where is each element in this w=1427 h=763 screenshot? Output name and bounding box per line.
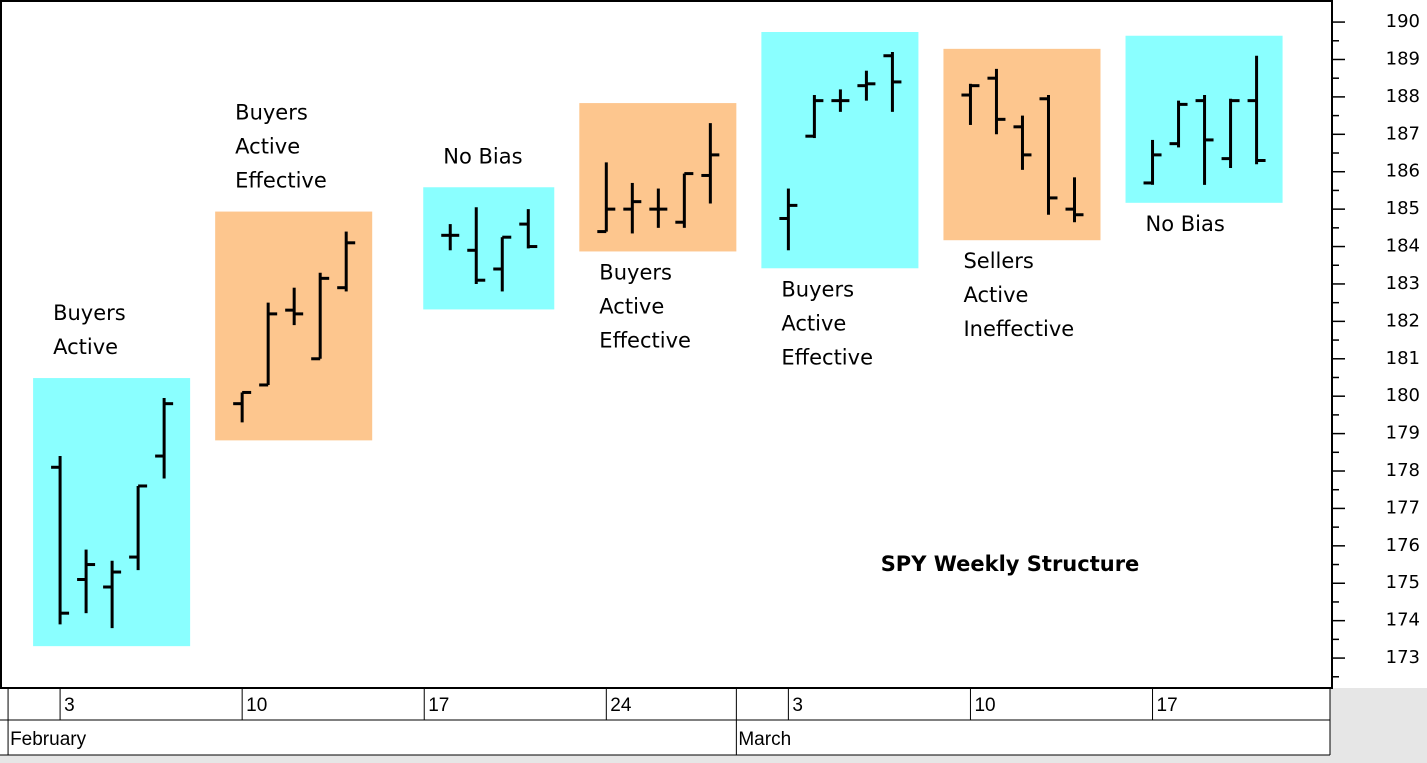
x-tick-label: 24 xyxy=(610,695,632,716)
y-tick-label: 188 xyxy=(1386,86,1420,107)
week-box xyxy=(423,187,555,310)
y-tick-label: 179 xyxy=(1386,423,1420,444)
y-tick-label: 183 xyxy=(1386,273,1420,294)
week-label: Active xyxy=(963,283,1028,307)
y-tick-label: 176 xyxy=(1386,535,1420,556)
y-tick-label: 185 xyxy=(1386,198,1420,219)
plot-layer: Buyers Active Buyers Active Effective No Bias… xyxy=(33,32,1283,647)
y-tick-label: 180 xyxy=(1386,385,1420,406)
week-label: No Bias xyxy=(443,144,522,168)
week-label: Effective xyxy=(235,169,327,193)
week-box xyxy=(761,32,919,269)
y-tick-label: 186 xyxy=(1386,161,1420,182)
y-tick-label: 178 xyxy=(1386,460,1420,481)
x-tick-label: 10 xyxy=(974,695,995,716)
week-label: Effective xyxy=(781,345,873,369)
y-tick-label: 184 xyxy=(1386,236,1420,257)
week-label: Active xyxy=(235,135,300,159)
corner xyxy=(1330,688,1427,763)
y-tick-label: 174 xyxy=(1386,610,1420,631)
y-tick-label: 173 xyxy=(1386,647,1420,668)
y-tick-label: 182 xyxy=(1386,310,1420,331)
y-tick-label: 189 xyxy=(1386,48,1420,69)
y-tick-label: 177 xyxy=(1386,497,1420,518)
month-label: March xyxy=(738,729,791,750)
week-box xyxy=(215,211,373,441)
week-label: Ineffective xyxy=(963,317,1074,341)
x-tick-label: 10 xyxy=(246,695,267,716)
x-tick-label: 3 xyxy=(64,695,75,716)
y-tick-label: 187 xyxy=(1386,123,1420,144)
week-label: Buyers xyxy=(235,101,308,125)
y-tick-label: 190 xyxy=(1386,11,1420,32)
week-label: Buyers xyxy=(53,301,126,325)
week-label: No Bias xyxy=(1146,212,1225,236)
bottom-strip xyxy=(0,755,1427,763)
week-label: Active xyxy=(599,294,664,318)
month-label: February xyxy=(10,729,87,750)
week-box xyxy=(579,103,737,252)
x-tick-label: 17 xyxy=(428,695,449,716)
y-tick-label: 175 xyxy=(1386,572,1420,593)
plot-frame xyxy=(0,0,1333,689)
week-label: Sellers xyxy=(963,249,1033,273)
week-label: Effective xyxy=(599,328,691,352)
bars xyxy=(51,52,1266,629)
week-label: Active xyxy=(53,335,118,359)
week-label: Active xyxy=(781,311,846,335)
week-label: Buyers xyxy=(781,277,854,301)
chart-title: SPY Weekly Structure xyxy=(881,552,1140,576)
x-tick-label: 17 xyxy=(1157,695,1178,716)
week-label: Buyers xyxy=(599,260,672,284)
y-tick-label: 181 xyxy=(1386,348,1420,369)
x-tick-label: 3 xyxy=(792,695,803,716)
